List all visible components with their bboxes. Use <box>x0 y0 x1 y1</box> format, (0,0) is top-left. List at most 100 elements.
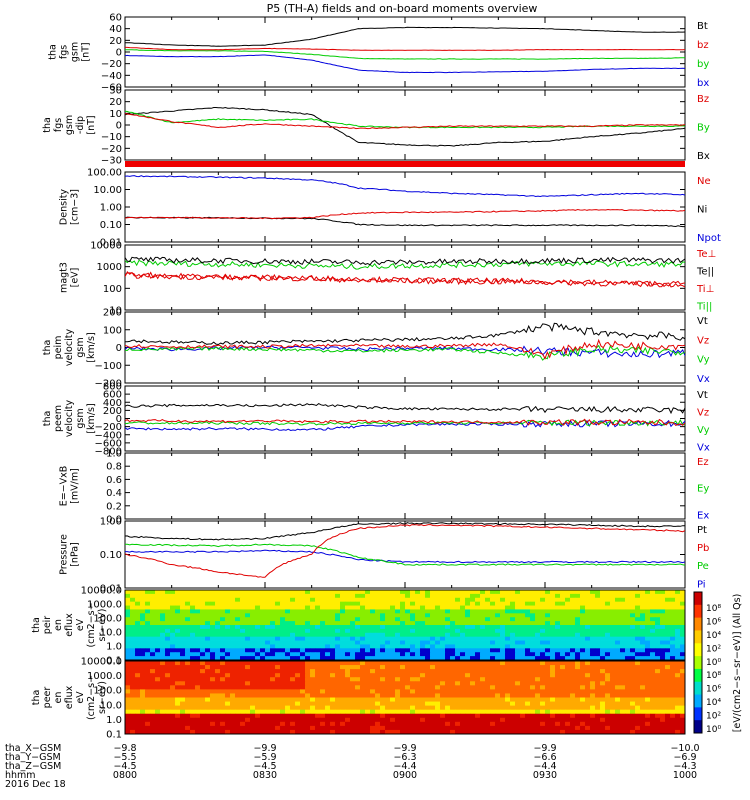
heatmap-cell <box>635 673 641 678</box>
heatmap-cell <box>400 625 406 630</box>
heatmap-cell <box>320 617 326 622</box>
heatmap-cell <box>195 677 201 682</box>
heatmap-cell <box>405 697 411 702</box>
heatmap-cell <box>270 709 276 715</box>
heatmap-cell <box>400 621 406 626</box>
heatmap-cell <box>280 677 286 682</box>
heatmap-cell <box>420 697 426 702</box>
heatmap-cell <box>395 701 401 707</box>
legend-entry: bx <box>697 78 709 89</box>
heatmap-cell <box>160 705 166 711</box>
heatmap-cell <box>525 665 531 670</box>
heatmap-cell <box>610 665 616 670</box>
heatmap-cell <box>305 609 311 614</box>
heatmap-cell <box>270 713 276 719</box>
heatmap-cell <box>230 597 236 603</box>
heatmap-cell <box>575 628 581 634</box>
heatmap-cell <box>280 689 286 694</box>
heatmap-cell <box>180 636 186 641</box>
heatmap-cell <box>415 613 421 618</box>
y-tick-label: 0.4 <box>106 488 122 499</box>
heatmap-cell <box>465 685 471 690</box>
heatmap-cell <box>675 621 681 626</box>
heatmap-cell <box>460 717 466 723</box>
heatmap-cell <box>255 640 261 645</box>
heatmap-cell <box>295 652 301 657</box>
heatmap-cell <box>555 632 561 638</box>
heatmap-cell <box>515 709 521 715</box>
y-axis-label-line: (cm2−s− <box>86 675 97 720</box>
heatmap-cell <box>460 597 466 603</box>
heatmap-cell <box>425 617 431 622</box>
heatmap-cell <box>475 605 481 610</box>
heatmap-cell <box>130 681 136 686</box>
heatmap-cell <box>345 648 351 653</box>
heatmap-cell <box>175 705 181 711</box>
heatmap-cell <box>580 597 586 603</box>
heatmap-cell <box>480 640 486 645</box>
heatmap-cell <box>545 721 551 727</box>
heatmap-cell <box>575 705 581 711</box>
heatmap-cell <box>185 593 191 599</box>
heatmap-cell <box>600 697 606 702</box>
heatmap-cell <box>475 677 481 682</box>
heatmap-cell <box>585 648 591 653</box>
heatmap-cell <box>195 628 201 634</box>
heatmap-cell <box>465 601 471 606</box>
heatmap-cell <box>350 644 356 649</box>
y-tick-label: 1.00 <box>100 203 122 214</box>
heatmap-cell <box>175 656 181 660</box>
y-axis-label-line: gsm <box>70 42 81 62</box>
heatmap-cell <box>350 632 356 638</box>
heatmap-cell <box>420 601 426 606</box>
heatmap-cell <box>210 648 216 653</box>
heatmap-cell <box>445 705 451 711</box>
heatmap-cell <box>675 685 681 690</box>
heatmap-cell <box>520 721 526 727</box>
heatmap-cell <box>525 613 531 618</box>
heatmap-cell <box>210 625 216 630</box>
heatmap-cell <box>575 605 581 610</box>
heatmap-cell <box>315 729 321 734</box>
heatmap-cell <box>560 689 566 694</box>
heatmap-cell <box>335 689 341 694</box>
heatmap-cell <box>445 717 451 723</box>
heatmap-cell <box>330 628 336 634</box>
heatmap-cell <box>225 636 231 641</box>
heatmap-cell <box>245 617 251 622</box>
heatmap-cell <box>395 673 401 678</box>
heatmap-cell <box>270 632 276 638</box>
heatmap-cell <box>300 661 306 666</box>
heatmap-cell <box>550 669 556 674</box>
heatmap-cell <box>570 693 576 698</box>
heatmap-cell <box>255 701 261 707</box>
heatmap-cell <box>615 640 621 645</box>
heatmap-cell <box>275 625 281 630</box>
heatmap-cell <box>670 701 676 707</box>
heatmap-cell <box>235 621 241 626</box>
heatmap-cell <box>250 597 256 603</box>
heatmap-cell <box>485 673 491 678</box>
heatmap-cell <box>490 652 496 657</box>
heatmap-cell <box>165 701 171 707</box>
heatmap-cell <box>660 605 666 610</box>
heatmap-cell <box>145 725 151 731</box>
heatmap-cell <box>620 673 626 678</box>
heatmap-cell <box>340 613 346 618</box>
heatmap-cell <box>600 689 606 694</box>
heatmap-cell <box>555 597 561 603</box>
heatmap-cell <box>400 609 406 614</box>
heatmap-cell <box>490 644 496 649</box>
heatmap-cell <box>375 669 381 674</box>
heatmap-cell <box>205 644 211 649</box>
heatmap-cell <box>500 713 506 719</box>
colorbar-tick-label: 10⁸ <box>706 671 721 681</box>
heatmap-cell <box>285 652 291 657</box>
heatmap-cell <box>535 640 541 645</box>
heatmap-cell <box>675 697 681 702</box>
heatmap-cell <box>250 697 256 702</box>
legend-entry: Pi <box>697 579 706 590</box>
heatmap-cell <box>680 689 685 694</box>
heatmap-cell <box>415 729 421 734</box>
heatmap-cell <box>680 693 685 698</box>
